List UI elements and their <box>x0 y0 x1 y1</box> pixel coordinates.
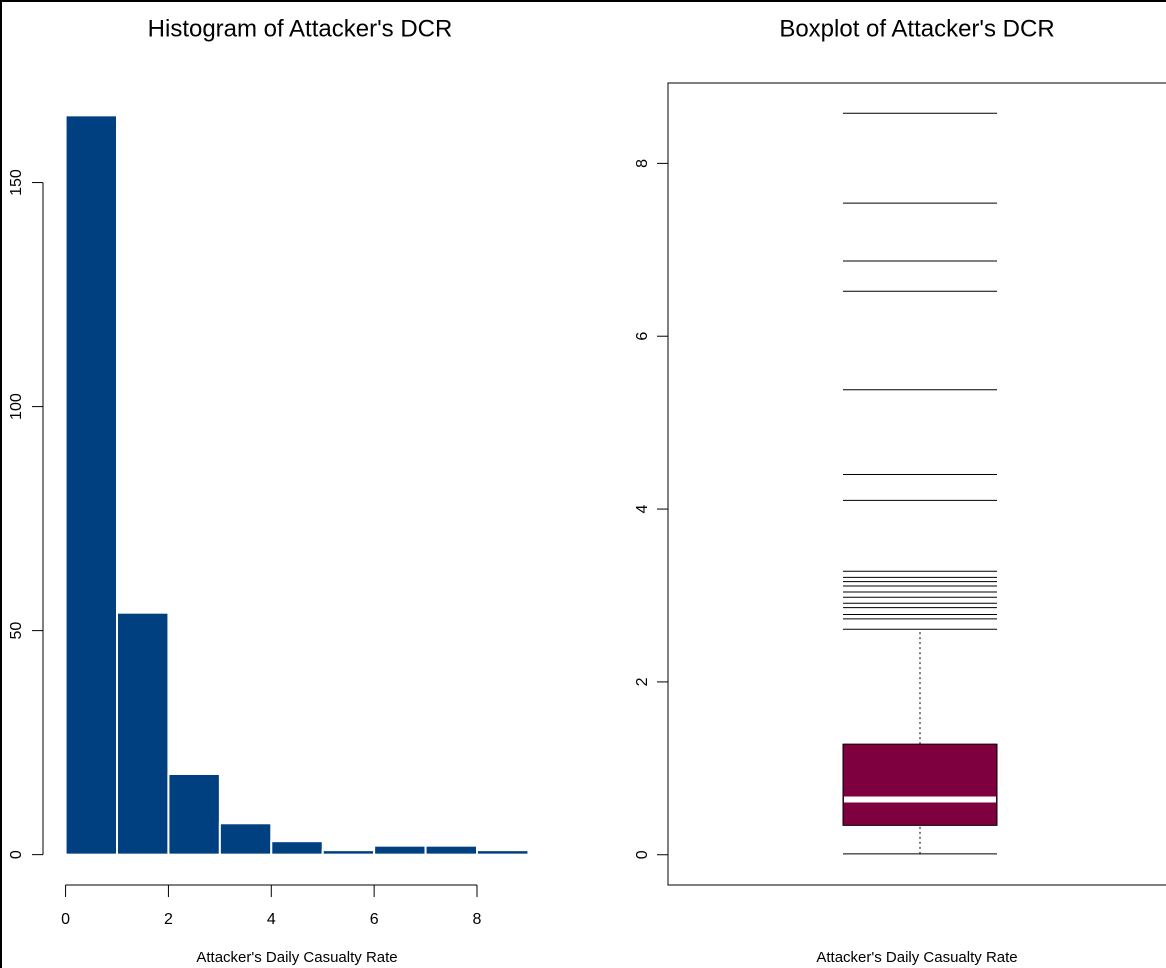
bar <box>218 822 273 856</box>
x-tick-label: 0 <box>61 911 70 928</box>
bar <box>167 772 221 856</box>
bar <box>64 114 118 856</box>
x-tick-label: 4 <box>267 911 276 928</box>
y-tick-label: 100 <box>8 393 25 420</box>
box <box>842 743 998 826</box>
plot-frame <box>667 82 1166 886</box>
y-tick-label: 4 <box>634 505 651 514</box>
chart-title: Boxplot of Attacker's DCR <box>779 15 1054 42</box>
x-axis-label: Attacker's Daily Casualty Rate <box>196 949 397 966</box>
y-tick-label: 8 <box>634 159 651 168</box>
y-tick-label: 50 <box>8 622 25 640</box>
x-tick-label: 8 <box>473 911 482 928</box>
x-axis-label: Attacker's Daily Casualty Rate <box>816 949 1017 966</box>
y-tick-label: 0 <box>634 850 651 859</box>
chart-title: Histogram of Attacker's DCR <box>148 15 453 42</box>
y-tick-label: 6 <box>634 332 651 341</box>
bar <box>373 844 427 856</box>
bar <box>270 840 324 856</box>
bar <box>476 849 530 856</box>
y-tick-label: 150 <box>8 169 25 196</box>
x-tick-label: 6 <box>370 911 379 928</box>
y-tick-label: 2 <box>634 677 651 686</box>
bar <box>321 849 376 856</box>
x-tick-label: 2 <box>164 911 173 928</box>
bar <box>424 844 479 856</box>
y-tick-label: 0 <box>8 850 25 859</box>
bar <box>116 611 170 856</box>
